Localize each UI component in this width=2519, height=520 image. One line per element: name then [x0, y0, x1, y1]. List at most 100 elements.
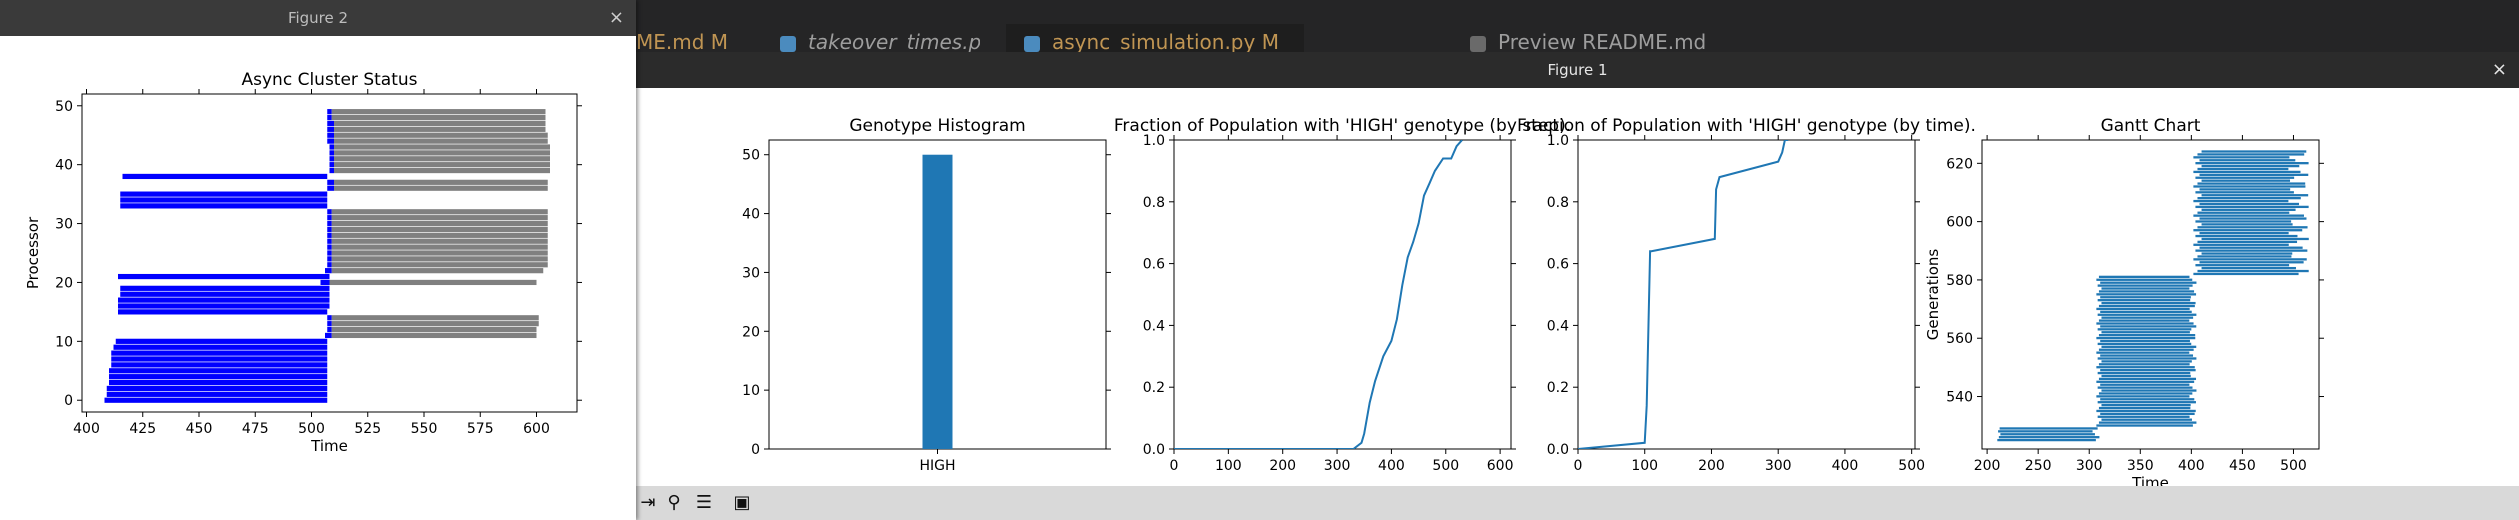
processor-busy-bar [327, 232, 332, 238]
gantt-generation-bar [2193, 229, 2303, 232]
step-chart-xtick-label: 300 [1324, 458, 1351, 474]
cluster-chart-ytick-label: 20 [55, 275, 73, 291]
time-chart-xtick-label: 0 [1574, 458, 1583, 474]
python-file-icon [1024, 35, 1040, 52]
gantt-generation-bar [1997, 438, 2096, 442]
gantt-generation-bar [2097, 313, 2197, 316]
step-chart-xtick-label: 400 [1378, 458, 1405, 474]
close-icon[interactable]: × [608, 7, 624, 28]
gantt-generation-bar [2097, 415, 2190, 418]
processor-idle-bar [331, 250, 548, 256]
gantt-chart-ytick-label: 540 [1946, 390, 1973, 406]
zoom-icon[interactable]: ⚲ [667, 492, 681, 513]
gantt-generation-bar [2097, 342, 2192, 346]
processor-busy-bar [113, 344, 328, 350]
gantt-generation-bar [2197, 269, 2309, 273]
gantt-generation-bar [2100, 383, 2190, 386]
gantt-generation-bar [2097, 401, 2196, 404]
editor-tab-readme[interactable]: ME.md M [636, 24, 756, 60]
cluster-chart-xtick-label: 600 [523, 421, 550, 437]
gantt-generation-bar [2195, 191, 2294, 194]
processor-busy-bar [109, 368, 328, 374]
save-icon[interactable]: ▣ [733, 492, 751, 513]
gantt-generation-bar [2199, 188, 2291, 191]
gantt-generation-bar [2193, 214, 2304, 217]
gantt-generation-bar [2101, 301, 2196, 305]
time-chart-title: Fraction of Population with 'HIGH' genot… [1517, 116, 1976, 136]
figure2-canvas: Async Cluster Status 0 10 20 30 40 50 400 425 450… [24, 70, 582, 455]
gantt-generation-bar [2100, 398, 2195, 401]
processor-busy-bar [329, 156, 334, 162]
gantt-generation-bar [2097, 371, 2191, 375]
gantt-chart-xtick-label: 500 [2280, 458, 2307, 474]
cluster-chart-ytick-label: 30 [55, 217, 73, 233]
figure1-titlebar[interactable]: Figure 1 × [636, 52, 2519, 88]
gantt-generation-bar [2097, 328, 2192, 331]
processor-idle-bar [331, 114, 546, 121]
editor-tab-preview[interactable]: Preview README.md [1460, 24, 1720, 60]
processor-idle-bar [331, 262, 548, 268]
figure1-canvas: Genotype Histogram 0 10 20 30 40 50 HIGH Fractio… [742, 116, 2324, 486]
gantt-generation-bar [2199, 202, 2299, 206]
gantt-chart-ytick-label: 580 [1946, 273, 1973, 289]
histogram-ytick-label: 50 [742, 148, 760, 164]
histogram-ytick-label: 10 [742, 383, 760, 399]
configure-icon[interactable]: ☰ [695, 492, 713, 513]
gantt-generation-bar [2195, 264, 2290, 267]
processor-idle-bar [331, 215, 548, 221]
close-icon[interactable]: × [2491, 59, 2507, 80]
processor-idle-bar [331, 226, 548, 233]
gantt-generation-bar [2199, 261, 2304, 264]
figure2-titlebar[interactable]: Figure 2 × [0, 0, 636, 36]
cluster-chart-title: Async Cluster Status [242, 70, 418, 90]
gantt-generation-bar [2201, 194, 2309, 197]
processor-idle-bar [334, 156, 550, 162]
cluster-chart-ytick-label: 40 [55, 158, 73, 174]
step-chart-ytick-label: 0.0 [1143, 442, 1165, 458]
editor-tab-takeover[interactable]: takeover_times.py [780, 24, 980, 60]
gantt-generation-bar [2097, 299, 2191, 302]
gantt-generation-bar [2098, 290, 2195, 293]
figure1-title: Figure 1 [1547, 61, 1608, 79]
processor-busy-bar [327, 256, 332, 262]
cluster-chart-xtick-label: 450 [186, 421, 213, 437]
arrow-icon[interactable]: ⇥ [640, 492, 656, 513]
gantt-generation-bar [2101, 316, 2194, 319]
step-chart-series-line [1174, 140, 1463, 449]
processor-busy-bar [120, 191, 328, 197]
processor-idle-bar [331, 332, 537, 339]
time-chart-ytick-label: 1.0 [1547, 133, 1569, 149]
gantt-generation-bar [2096, 278, 2193, 281]
gantt-generation-bar [1998, 430, 2093, 433]
processor-busy-bar [327, 315, 332, 321]
cluster-chart-xtick-label: 550 [411, 421, 438, 437]
gantt-generation-bar [2096, 380, 2195, 383]
gantt-generation-bar [2201, 237, 2309, 241]
editor-tab-label: async_simulation.py M [1052, 30, 1279, 54]
processor-idle-bar [334, 144, 550, 150]
gantt-generation-bar [2096, 409, 2196, 413]
step-chart-ytick-label: 0.8 [1143, 195, 1165, 211]
step-chart-ytick-label: 1.0 [1143, 133, 1165, 149]
processor-busy-bar [327, 321, 332, 327]
processor-busy-bar [327, 179, 334, 185]
gantt-generation-bar [2000, 433, 2095, 436]
step-chart-xtick-label: 100 [1215, 458, 1242, 474]
processor-idle-bar [331, 209, 548, 215]
processor-idle-bar [329, 279, 537, 286]
gantt-generation-bar [2098, 348, 2194, 351]
gantt-generation-bar [2193, 199, 2289, 203]
time-chart-xtick-label: 400 [1832, 458, 1859, 474]
processor-busy-bar [111, 356, 328, 362]
gantt-generation-bar [2097, 284, 2193, 287]
gantt-chart-xtick-label: 450 [2229, 458, 2256, 474]
gantt-chart-xtick-label: 200 [1974, 458, 2001, 474]
gantt-generation-bar [2199, 217, 2307, 220]
processor-idle-bar [331, 315, 539, 321]
processor-idle-bar [331, 268, 544, 274]
gantt-generation-bar [2100, 339, 2190, 343]
gantt-generation-bar [2197, 211, 2290, 214]
cluster-chart-xtick-label: 525 [354, 421, 381, 437]
gantt-generation-bar [2197, 226, 2308, 229]
processor-busy-bar [327, 132, 334, 138]
